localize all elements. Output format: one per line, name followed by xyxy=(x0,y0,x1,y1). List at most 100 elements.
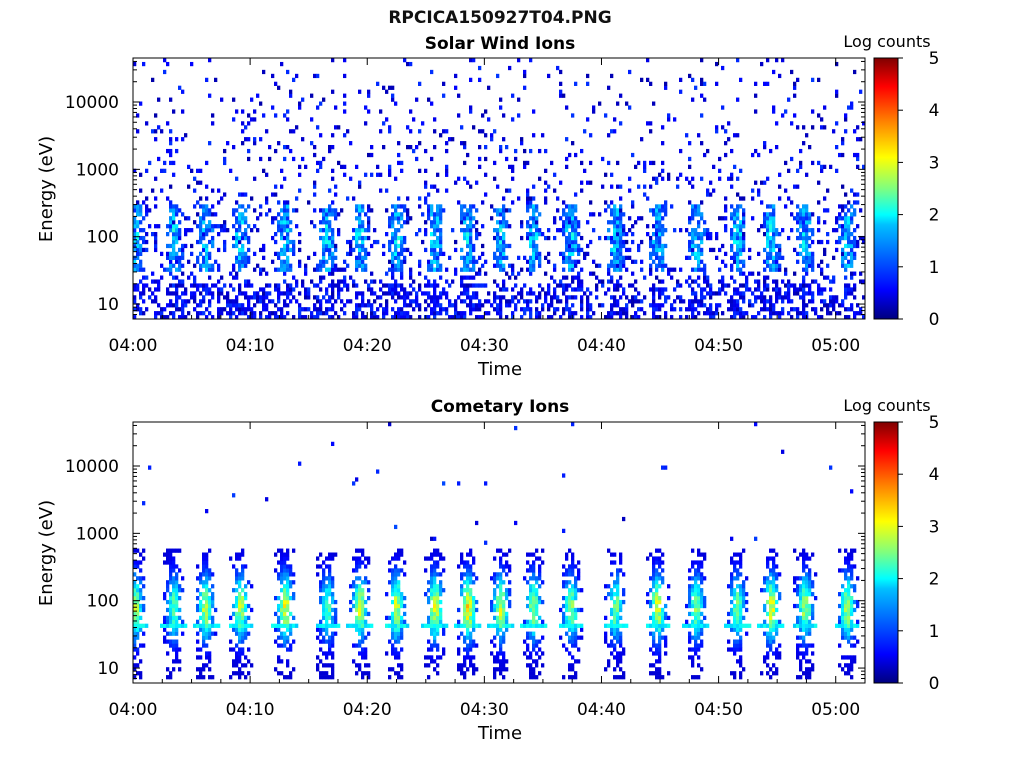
spectrogram-cell xyxy=(529,607,533,613)
spectrogram-cell xyxy=(685,133,689,138)
spectrogram-cell xyxy=(523,639,527,644)
spectrogram-cell xyxy=(775,251,779,257)
spectrogram-cell xyxy=(175,267,179,272)
spectrogram-cell xyxy=(289,564,293,569)
spectrogram-cell xyxy=(328,576,332,581)
spectrogram-cell xyxy=(202,623,206,628)
spectrogram-cell xyxy=(502,267,506,272)
spectrogram-cell xyxy=(754,299,758,304)
spectrogram-cell xyxy=(739,283,743,288)
spectrogram-cell xyxy=(436,588,440,593)
spectrogram-cell xyxy=(238,267,242,272)
spectrogram-cell xyxy=(355,588,359,593)
spectrogram-cell xyxy=(193,299,197,304)
spectrogram-cell xyxy=(148,224,152,229)
spectrogram-cell xyxy=(847,315,851,320)
spectrogram-cell xyxy=(253,251,257,257)
spectrogram-cell xyxy=(607,311,611,316)
spectrogram-cell xyxy=(805,212,809,217)
spectrogram-cell xyxy=(322,275,326,280)
spectrogram-cell xyxy=(757,279,761,284)
spectrogram-cell xyxy=(475,520,479,526)
spectrogram-cell xyxy=(310,141,314,146)
spectrogram-cell xyxy=(133,267,137,272)
spectrogram-cell xyxy=(205,655,209,660)
spectrogram-cell xyxy=(736,303,740,308)
spectrogram-cell xyxy=(439,208,443,213)
spectrogram-cell xyxy=(163,69,167,75)
spectrogram-cell xyxy=(856,137,860,142)
spectrogram-cell xyxy=(553,220,557,225)
spectrogram-cell xyxy=(775,283,779,288)
spectrogram-cell xyxy=(853,212,857,217)
spectrogram-cell xyxy=(850,291,854,296)
spectrogram-cell xyxy=(325,627,329,632)
spectrogram-cell xyxy=(460,275,464,280)
spectrogram-cell xyxy=(244,631,248,636)
spectrogram-cell xyxy=(262,295,266,300)
spectrogram-cell xyxy=(190,291,194,296)
spectrogram-cell xyxy=(400,667,404,672)
spectrogram-cell xyxy=(328,148,332,154)
spectrogram-cell xyxy=(463,588,467,593)
spectrogram-cell xyxy=(154,311,158,316)
spectrogram-cell xyxy=(292,129,296,134)
spectrogram-cell xyxy=(400,216,404,221)
spectrogram-cell xyxy=(238,647,242,652)
spectrogram-cell xyxy=(808,263,812,268)
spectrogram-cell xyxy=(325,228,329,233)
spectrogram-cell xyxy=(610,311,614,316)
spectrogram-cell xyxy=(280,235,284,241)
spectrogram-cell xyxy=(313,180,317,185)
spectrogram-cell xyxy=(322,635,326,640)
spectrogram-cell xyxy=(808,299,812,304)
spectrogram-cell xyxy=(199,232,203,237)
spectrogram-cell xyxy=(547,291,551,296)
spectrogram-cell xyxy=(529,148,533,154)
spectrogram-cell xyxy=(469,243,473,249)
spectrogram-cell xyxy=(217,315,221,320)
spectrogram-cell xyxy=(397,152,401,158)
spectrogram-cell xyxy=(502,580,506,585)
spectrogram-cell xyxy=(481,263,485,268)
spectrogram-cell xyxy=(691,279,695,284)
spectrogram-cell xyxy=(754,279,758,284)
spectrogram-cell xyxy=(325,259,329,264)
spectrogram-cell xyxy=(571,263,575,268)
spectrogram-cell xyxy=(175,572,179,577)
spectrogram-cell xyxy=(430,568,434,573)
spectrogram-cell xyxy=(616,224,620,229)
spectrogram-cell xyxy=(832,303,836,308)
spectrogram-cell xyxy=(526,603,530,609)
spectrogram-cell xyxy=(250,663,254,668)
spectrogram-cell xyxy=(208,615,212,621)
spectrogram-cell xyxy=(382,291,386,296)
spectrogram-cell xyxy=(277,619,281,624)
spectrogram-cell xyxy=(505,596,509,601)
spectrogram-cell xyxy=(463,287,467,292)
spectrogram-cell xyxy=(571,287,575,292)
spectrogram-cell xyxy=(667,113,671,118)
spectrogram-cell xyxy=(469,299,473,304)
spectrogram-cell xyxy=(403,623,407,628)
spectrogram-cell xyxy=(211,113,215,118)
spectrogram-cell xyxy=(379,295,383,300)
spectrogram-cell xyxy=(526,580,530,585)
spectrogram-cell xyxy=(853,69,857,75)
spectrogram-cell xyxy=(850,212,854,217)
spectrogram-cell xyxy=(424,184,428,189)
spectrogram-cell xyxy=(547,251,551,257)
spectrogram-cell xyxy=(430,307,434,312)
spectrogram-cell xyxy=(532,255,536,260)
spectrogram-cell xyxy=(466,596,470,601)
spectrogram-cell xyxy=(613,243,617,249)
spectrogram-cell xyxy=(496,208,500,213)
spectrogram-cell xyxy=(136,615,140,621)
spectrogram-cell xyxy=(469,639,473,644)
spectrogram-cell xyxy=(193,220,197,225)
spectrogram-cell xyxy=(841,184,845,189)
spectrogram-cell xyxy=(535,588,539,593)
spectrogram-cell xyxy=(337,232,341,237)
spectrogram-cell xyxy=(565,607,569,613)
spectrogram-cell xyxy=(316,572,320,577)
